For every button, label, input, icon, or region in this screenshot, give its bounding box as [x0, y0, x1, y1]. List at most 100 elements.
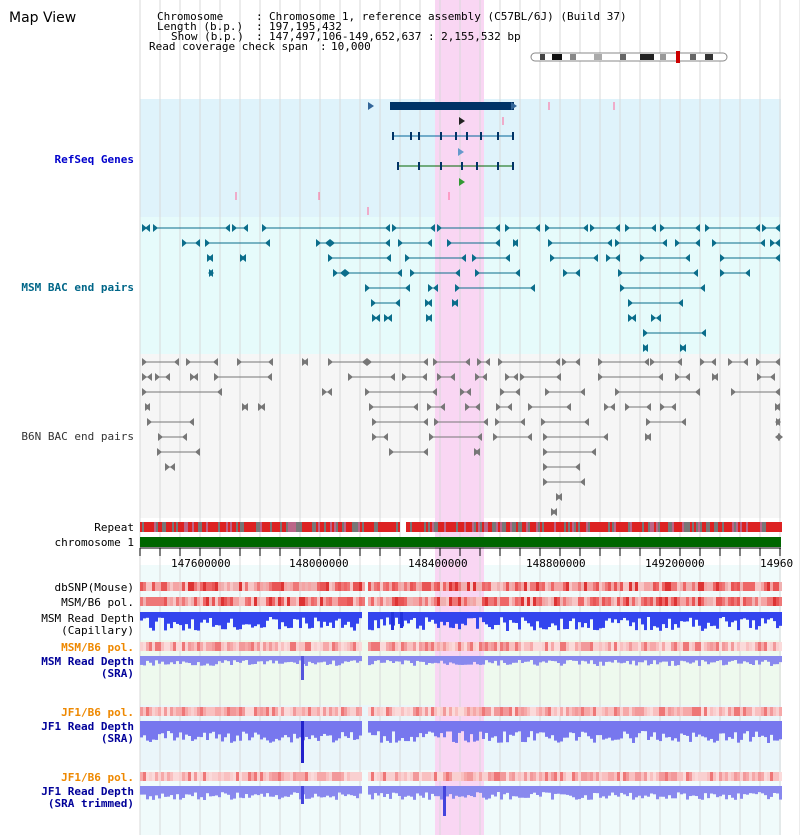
- repeat-segment: [366, 522, 368, 532]
- track-label-refseq[interactable]: RefSeq Genes: [54, 153, 134, 166]
- depth-bar: [185, 786, 188, 795]
- repeat-segment: [288, 522, 290, 532]
- repeat-segment: [488, 522, 490, 532]
- heat-cell: [641, 642, 644, 651]
- b6n-bac-end: [475, 373, 480, 381]
- b6n-bac-end: [505, 373, 510, 381]
- depth-bar: [296, 786, 299, 793]
- heat-cell: [590, 707, 593, 716]
- heat-cell: [236, 772, 239, 781]
- b6n-bac-end: [541, 418, 546, 426]
- depth-bar: [440, 656, 443, 661]
- heat-cell: [590, 772, 593, 781]
- heat-cell: [170, 597, 173, 606]
- depth-bar: [653, 786, 656, 795]
- heat-cell: [287, 642, 290, 651]
- heat-cell: [518, 582, 521, 591]
- depth-bar: [548, 786, 551, 793]
- heat-cell: [476, 707, 479, 716]
- depth-bar: [470, 721, 473, 735]
- heat-cell: [155, 597, 158, 606]
- heat-cell: [173, 582, 176, 591]
- heat-cell: [326, 582, 329, 591]
- repeat-segment: [746, 522, 748, 532]
- refseq-genes-features[interactable]: [235, 102, 615, 215]
- repeat-segment: [426, 522, 428, 532]
- heat-cell: [680, 707, 683, 716]
- track-label-msm-bac[interactable]: MSM BAC end pairs: [21, 281, 134, 294]
- heat-cell: [581, 597, 584, 606]
- heat-cell: [545, 642, 548, 651]
- heat-cell: [560, 597, 563, 606]
- msm-bac-features[interactable]: [142, 224, 780, 352]
- heat-cell: [152, 707, 155, 716]
- heat-cell: [485, 642, 488, 651]
- repeat-segment: [494, 522, 496, 532]
- depth-bar: [659, 786, 662, 797]
- repeat-segment: [510, 522, 512, 532]
- heat-cell: [746, 582, 749, 591]
- depth-bar: [512, 656, 515, 663]
- heat-cell: [392, 582, 395, 591]
- depth-bar: [728, 786, 731, 796]
- heat-cell: [392, 772, 395, 781]
- heat-cell: [416, 582, 419, 591]
- heat-cell: [635, 597, 638, 606]
- depth-bar: [287, 656, 290, 663]
- depth-bar: [434, 721, 437, 737]
- heat-cell: [473, 707, 476, 716]
- heat-cell: [278, 582, 281, 591]
- heat-cell: [377, 582, 380, 591]
- msm-bac-end: [243, 224, 248, 232]
- depth-bar: [578, 786, 581, 800]
- coverage-value: 10,000: [331, 40, 371, 53]
- chromosome-ideogram[interactable]: [530, 51, 728, 63]
- depth-bar: [254, 656, 257, 664]
- msm-bac-end: [437, 224, 442, 232]
- heat-cell: [218, 772, 221, 781]
- heat-cell: [530, 582, 533, 591]
- depth-bar: [248, 656, 251, 665]
- depth-bar: [554, 612, 557, 626]
- heat-cell: [185, 707, 188, 716]
- depth-bar: [146, 612, 149, 618]
- depth-bar: [722, 656, 725, 666]
- depth-bar: [152, 612, 155, 631]
- depth-bar: [284, 786, 287, 797]
- depth-bar: [467, 786, 470, 796]
- repeat-segment: [618, 522, 620, 532]
- msm-bac-end: [262, 224, 267, 232]
- msm-bac-end: [375, 314, 380, 322]
- repeat-segment: [598, 522, 600, 532]
- depth-bar: [263, 656, 266, 665]
- depth-bar: [539, 721, 542, 733]
- depth-bar: [668, 612, 671, 619]
- depth-bar: [179, 786, 182, 800]
- depth-bar: [707, 721, 710, 741]
- track-label-b6n-bac[interactable]: B6N BAC end pairs: [21, 430, 134, 443]
- msm-bac-end: [345, 269, 350, 277]
- depth-bar: [224, 656, 227, 661]
- heat-cell: [587, 642, 590, 651]
- b6n-bac-end: [658, 373, 663, 381]
- heat-cell: [329, 582, 332, 591]
- depth-bar: [650, 786, 653, 794]
- depth-bar: [293, 721, 296, 734]
- heat-cell: [386, 772, 389, 781]
- heat-cell: [539, 642, 542, 651]
- b6n-bac-features[interactable]: [142, 358, 783, 516]
- depth-bar: [191, 721, 194, 741]
- msm-bac-end: [316, 239, 321, 247]
- heat-cell: [554, 597, 557, 606]
- heat-cell: [470, 707, 473, 716]
- depth-bar: [776, 656, 779, 665]
- depth-bar: [212, 612, 215, 627]
- repeat-segment: [350, 522, 352, 532]
- heat-cell: [236, 642, 239, 651]
- heat-cell: [203, 582, 206, 591]
- colon: :: [256, 30, 263, 43]
- depth-bar: [338, 786, 341, 793]
- depth-bar: [239, 656, 242, 663]
- depth-bar: [773, 656, 776, 665]
- depth-bar: [593, 786, 596, 794]
